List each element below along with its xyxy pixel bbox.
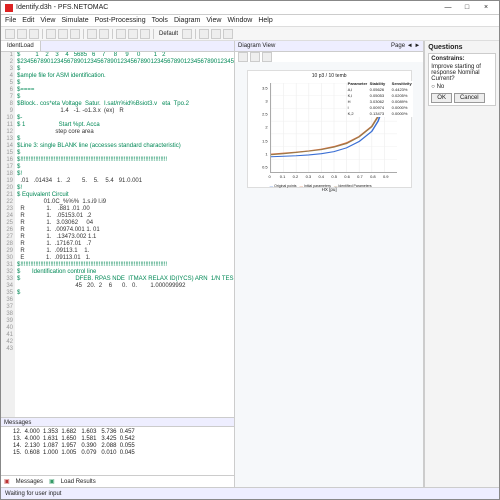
tool-stop-icon[interactable]: [140, 29, 150, 39]
tool-run-icon[interactable]: [116, 29, 126, 39]
menu-window[interactable]: Window: [227, 17, 252, 24]
left-pane: IdentLoad 123456789101112131415161718192…: [1, 41, 235, 487]
msg-tab-messages[interactable]: Messages: [16, 479, 43, 485]
maximize-button[interactable]: □: [458, 3, 476, 13]
content-area: IdentLoad 123456789101112131415161718192…: [1, 41, 499, 487]
tool-save-icon[interactable]: [29, 29, 39, 39]
status-text: Waiting for user input: [5, 491, 61, 497]
tool-c-icon[interactable]: [223, 29, 233, 39]
menu-file[interactable]: File: [5, 17, 16, 24]
questions-pane: Questions Constrains: Improve starting o…: [424, 41, 499, 487]
question-option[interactable]: ○ No: [431, 84, 493, 90]
questions-text: Improve starting of response Nominal Cur…: [431, 64, 493, 82]
diag-tool-1-icon[interactable]: [238, 52, 248, 62]
diagram-pane: Diagram View Page ◄ ► 10 p3 / 10 temb HX…: [235, 41, 424, 487]
tool-dropdown-icon[interactable]: [182, 29, 192, 39]
app-window: Identify.d3h - PFS.NETOMAC — □ × File Ed…: [0, 0, 500, 500]
diagram-toolbar: [235, 52, 423, 62]
code-body[interactable]: $ 1 2 3 4 5685 6 7 8 9 0 1 2$23456789012…: [15, 52, 234, 417]
tool-open-icon[interactable]: [17, 29, 27, 39]
menu-edit[interactable]: Edit: [22, 17, 34, 24]
editor-tab[interactable]: IdentLoad: [1, 41, 41, 51]
diag-tool-3-icon[interactable]: [262, 52, 272, 62]
chart-side-table: ParameterStabilitySensitivityA,l0.056260…: [347, 81, 413, 117]
chart-title: 10 p3 / 10 temb: [248, 73, 411, 79]
menu-simulate[interactable]: Simulate: [61, 17, 88, 24]
tool-undo-icon[interactable]: [87, 29, 97, 39]
questions-title: Questions: [428, 44, 496, 51]
menu-view2[interactable]: View: [206, 17, 221, 24]
statusbar: Waiting for user input: [1, 487, 499, 499]
tool-step-icon[interactable]: [128, 29, 138, 39]
diagram-title-bar: Diagram View Page ◄ ►: [235, 41, 423, 52]
menu-view[interactable]: View: [40, 17, 55, 24]
diagram-page-label: Page: [391, 43, 405, 49]
close-button[interactable]: ×: [477, 3, 495, 13]
msg-tab-loadresults[interactable]: Load Results: [61, 479, 96, 485]
tool-paste-icon[interactable]: [70, 29, 80, 39]
tool-cut-icon[interactable]: [46, 29, 56, 39]
menu-postprocessing[interactable]: Post-Processing: [95, 17, 146, 24]
chart: 10 p3 / 10 temb HX [pu] ParameterStabili…: [247, 70, 412, 188]
code-editor[interactable]: 1234567891011121314151617181920212223242…: [1, 52, 234, 417]
toolbar-default-label[interactable]: Default: [157, 31, 180, 37]
diagram-title: Diagram View: [238, 41, 275, 51]
messages-panel: 12. 4.000 1.353 1.682 1.603 5.736 0.4571…: [1, 427, 234, 475]
tool-a-icon[interactable]: [199, 29, 209, 39]
app-icon: [5, 4, 13, 12]
app-title: Identify.d3h - PFS.NETOMAC: [16, 4, 438, 11]
messages-tabs: ▣Messages ▣Load Results: [1, 475, 234, 487]
tool-redo-icon[interactable]: [99, 29, 109, 39]
cancel-button[interactable]: Cancel: [454, 93, 485, 103]
questions-subtitle: Constrains:: [431, 56, 493, 62]
ok-button[interactable]: OK: [431, 93, 452, 103]
tool-copy-icon[interactable]: [58, 29, 68, 39]
toolbar: Default: [1, 27, 499, 41]
menu-tools[interactable]: Tools: [152, 17, 168, 24]
messages-title[interactable]: Messages: [1, 417, 234, 427]
editor-tabs: IdentLoad: [1, 41, 234, 52]
menubar: File Edit View Simulate Post-Processing …: [1, 15, 499, 27]
minimize-button[interactable]: —: [439, 3, 457, 13]
diagram-area: 10 p3 / 10 temb HX [pu] ParameterStabili…: [235, 62, 423, 487]
diag-tool-2-icon[interactable]: [250, 52, 260, 62]
line-gutter: 1234567891011121314151617181920212223242…: [1, 52, 15, 417]
chart-legend: — Original points— Initial parameters— I…: [270, 184, 372, 188]
titlebar: Identify.d3h - PFS.NETOMAC — □ ×: [1, 1, 499, 15]
tool-b-icon[interactable]: [211, 29, 221, 39]
questions-box: Constrains: Improve starting of response…: [428, 53, 496, 106]
menu-diagram[interactable]: Diagram: [174, 17, 200, 24]
tool-new-icon[interactable]: [5, 29, 15, 39]
menu-help[interactable]: Help: [258, 17, 272, 24]
